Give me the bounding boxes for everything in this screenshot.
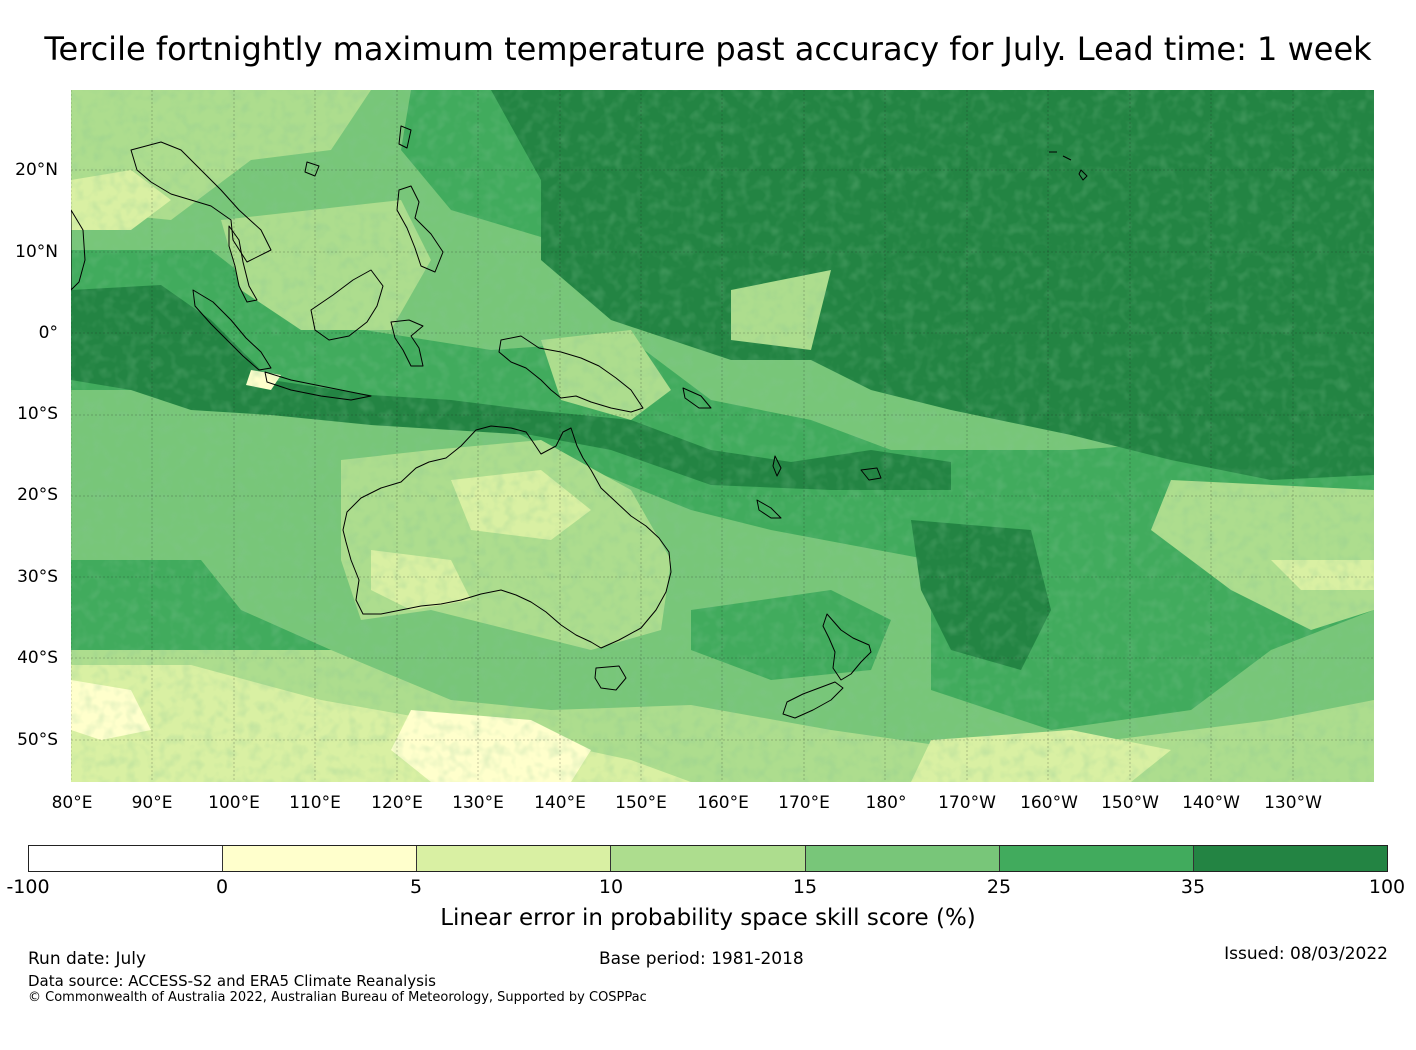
coastline-new-zealand-north: [822, 613, 872, 681]
coastline-india: [71, 209, 86, 291]
base-period: Base period: 1981-2018: [599, 949, 804, 969]
coastline-hainan: [304, 161, 320, 177]
lat-label-20n: 20°N: [15, 160, 58, 180]
coastlines: [71, 125, 1088, 719]
lon-label-120e: 120°E: [371, 793, 423, 813]
lon-label-130e: 130°E: [452, 793, 504, 813]
coastline-solomons: [682, 387, 712, 409]
lon-label-150w: 150°W: [1101, 793, 1159, 813]
lon-label-170w: 170°W: [938, 793, 996, 813]
coastline-sulawesi: [390, 319, 424, 367]
coastline-java: [264, 371, 372, 401]
colorbar-swatch-25-35: [999, 846, 1194, 871]
colorbar-swatch-35-100: [1193, 846, 1387, 871]
coastline-australia: [342, 425, 672, 649]
colorbar-tick: -100: [6, 876, 50, 898]
coastline-vanuatu: [772, 455, 782, 477]
lon-label-160e: 160°E: [697, 793, 749, 813]
colorbar-tick: 35: [1180, 876, 1206, 898]
lon-label-140e: 140°E: [534, 793, 586, 813]
colorbar-swatch-5-10: [417, 846, 612, 871]
lon-label-110e: 110°E: [289, 793, 341, 813]
lat-label-0: 0°: [38, 323, 58, 343]
colorbar-tick: 25: [986, 876, 1012, 898]
lon-label-80e: 80°E: [51, 793, 93, 813]
colorbar-swatch-0-5: [223, 846, 418, 871]
colorbar-swatch-10-15: [611, 846, 806, 871]
graticule: [71, 90, 1374, 782]
coastline-sumatra: [192, 289, 272, 371]
lon-label-180: 180°: [865, 793, 907, 813]
coastline-fiji: [860, 467, 882, 481]
colorbar-swatch-lt0: [29, 846, 224, 871]
coastline-hawaii: [1049, 151, 1088, 181]
issued-date: Issued: 08/03/2022: [1224, 944, 1388, 964]
lon-label-130w: 130°W: [1264, 793, 1322, 813]
coastline-borneo: [310, 269, 384, 341]
colorbar-tick: 5: [409, 876, 423, 898]
run-date: Run date: July: [28, 949, 147, 969]
skill-score-map: [71, 90, 1374, 782]
lat-label-10s: 10°S: [17, 404, 58, 424]
colorbar-swatch-15-25: [805, 846, 1000, 871]
coastline-new-caledonia: [756, 499, 782, 519]
lat-label-40s: 40°S: [17, 648, 58, 668]
lat-label-50s: 50°S: [17, 730, 58, 750]
lon-label-90e: 90°E: [131, 793, 173, 813]
coastline-taiwan: [398, 125, 412, 149]
coastline-indochina: [130, 141, 272, 263]
lon-label-170e: 170°E: [778, 793, 830, 813]
coastline-new-zealand-south: [782, 681, 844, 719]
grid-texture: [71, 90, 1374, 782]
coastline-malay-peninsula: [228, 225, 258, 303]
copyright: © Commonwealth of Australia 2022, Austra…: [28, 990, 647, 1005]
lon-label-160w: 160°W: [1020, 793, 1078, 813]
colorbar: [28, 845, 1388, 872]
lon-label-150e: 150°E: [615, 793, 667, 813]
colorbar-label: Linear error in probability space skill …: [440, 905, 976, 931]
lat-label-10n: 10°N: [15, 242, 58, 262]
colorbar-tick: 15: [792, 876, 818, 898]
coastline-philippines: [396, 185, 444, 273]
data-source: Data source: ACCESS-S2 and ERA5 Climate …: [28, 972, 436, 990]
colorbar-tick: 10: [598, 876, 624, 898]
lat-label-20s: 20°S: [17, 485, 58, 505]
colorbar-tick: 0: [215, 876, 229, 898]
lon-label-140w: 140°W: [1182, 793, 1240, 813]
colorbar-tick: 100: [1368, 876, 1406, 898]
coastline-new-guinea: [498, 335, 644, 413]
lon-label-100e: 100°E: [208, 793, 260, 813]
lat-label-30s: 30°S: [17, 567, 58, 587]
map-title: Tercile fortnightly maximum temperature …: [44, 30, 1372, 68]
coastline-tasmania: [594, 665, 627, 691]
